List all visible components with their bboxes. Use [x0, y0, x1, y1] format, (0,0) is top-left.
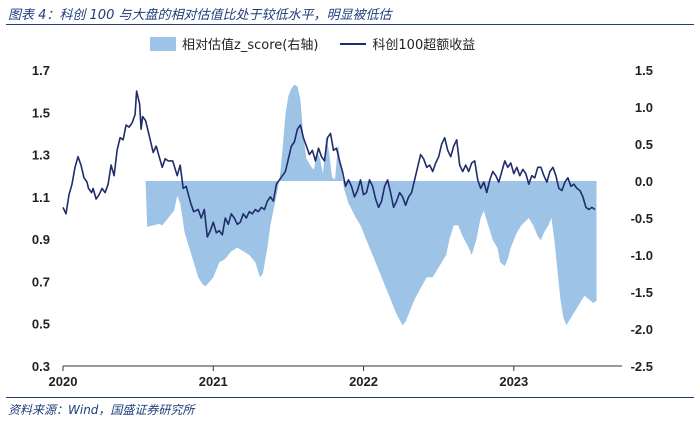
source-rule — [6, 397, 694, 398]
y-left-tick-label: 1.1 — [32, 190, 50, 205]
legend-label-line: 科创100超额收益 — [372, 38, 476, 53]
legend-label-area: 相对估值z_score(右轴) — [182, 38, 319, 53]
y-right-tick-label: 0.5 — [635, 137, 653, 152]
chart-title: 图表 4：科创 100 与大盘的相对估值比处于较低水平，明显被低估 — [8, 8, 392, 23]
title-rule — [6, 24, 694, 25]
y-left-tick-label: 1.7 — [32, 63, 50, 78]
line-series-excess-return — [62, 90, 596, 238]
y-right-tick-label: -2.5 — [631, 359, 653, 374]
x-tick-label: 2022 — [349, 374, 378, 389]
x-tick-label: 2021 — [199, 374, 228, 389]
y-right-tick-label: -1.5 — [631, 285, 653, 300]
y-left-tick-label: 1.5 — [32, 105, 50, 120]
y-left-tick-label: 0.3 — [32, 359, 50, 374]
legend-swatch-line — [340, 42, 367, 45]
x-tick-label: 2023 — [499, 374, 528, 389]
y-axis-left: 1.7 1.5 1.3 1.1 0.9 0.7 0.5 0.3 — [32, 63, 50, 374]
legend-item-line: 科创100超额收益 — [340, 34, 475, 53]
chart-legend: 相对估值z_score(右轴) 科创100超额收益 — [150, 34, 475, 53]
y-right-tick-label: 0.0 — [635, 174, 653, 189]
source-note: 资料来源：Wind，国盛证券研究所 — [8, 403, 195, 417]
y-left-tick-label: 0.7 — [32, 274, 50, 289]
y-axis-right: 1.5 1.0 0.5 0.0 -0.5 -1.0 -1.5 -2.0 -2.5 — [631, 63, 653, 374]
y-left-tick-label: 0.9 — [32, 232, 50, 247]
area-series-zscore — [145, 84, 597, 326]
x-axis: 2020 2021 2022 2023 — [49, 366, 528, 389]
x-tick-label: 2020 — [49, 374, 78, 389]
legend-item-area: 相对估值z_score(右轴) — [150, 34, 318, 53]
y-right-tick-label: -1.0 — [631, 248, 653, 263]
y-right-tick-label: -0.5 — [631, 211, 653, 226]
y-right-tick-label: 1.5 — [635, 63, 653, 78]
y-right-tick-label: 1.0 — [635, 100, 653, 115]
y-left-tick-label: 0.5 — [32, 317, 50, 332]
y-right-tick-label: -2.0 — [631, 322, 653, 337]
y-left-tick-label: 1.3 — [32, 148, 50, 163]
legend-swatch-area — [150, 36, 176, 51]
